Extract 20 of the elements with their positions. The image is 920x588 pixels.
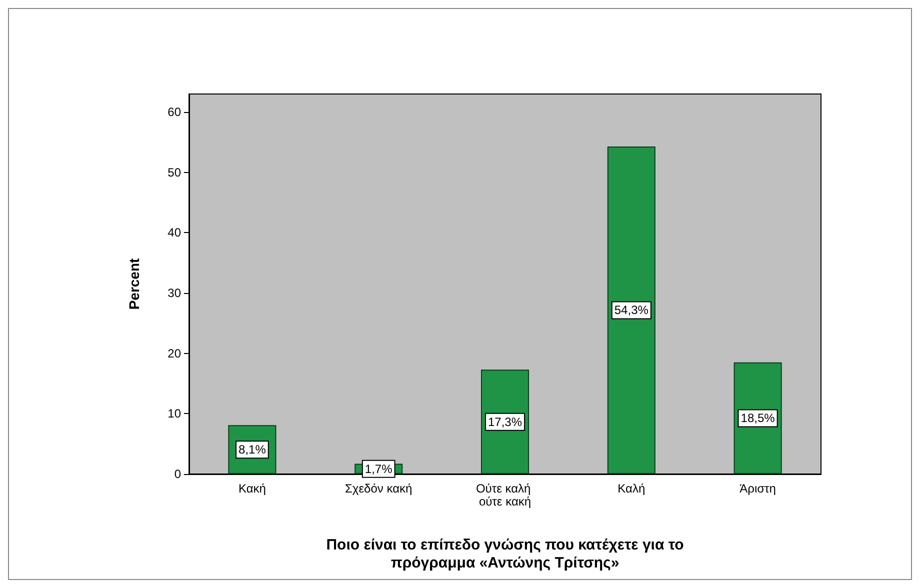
y-tick-label: 30: [168, 286, 182, 300]
data-label: 8,1%: [238, 442, 266, 457]
data-label: 54,3%: [614, 303, 649, 318]
y-axis-title: Percent: [126, 258, 142, 310]
y-tick-label: 10: [168, 406, 182, 421]
y-tick-label: 60: [168, 105, 182, 120]
x-tick-label: Κακή: [238, 482, 266, 496]
y-tick-label: 0: [174, 467, 182, 481]
y-tick-label: 40: [168, 226, 182, 240]
data-label: 18,5%: [740, 411, 776, 426]
x-tick-label: Καλή: [618, 482, 646, 496]
y-tick-label: 20: [168, 346, 182, 360]
x-tick-label: Σχεδόν κακή: [344, 482, 412, 496]
x-tick-label: Ούτε καλή ούτε κακή: [476, 482, 534, 508]
x-axis-title: Ποιο είναι το επίπεδο γνώσης που κατέχετε για το πρόγραμμα «Αντώνης Τρίτσης»: [326, 536, 684, 572]
x-tick-label: Άριστη: [740, 482, 776, 496]
data-label: 1,7%: [364, 462, 393, 476]
data-label: 17,3%: [488, 414, 522, 429]
y-tick-label: 50: [168, 165, 182, 180]
bar: [607, 146, 656, 474]
